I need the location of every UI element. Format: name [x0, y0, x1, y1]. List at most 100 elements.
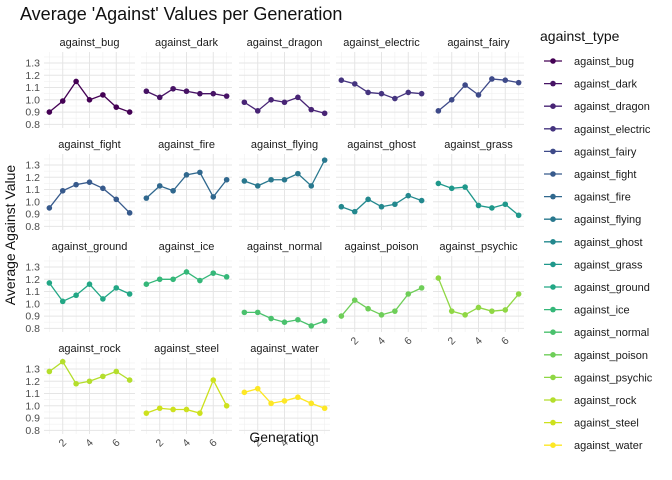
chart-title: Average 'Against' Values per Generation: [20, 4, 342, 24]
data-point: [73, 181, 79, 188]
y-tick-label: 0.9: [25, 413, 40, 425]
data-point: [281, 398, 288, 404]
facet-strip-label: against_psychic: [439, 241, 518, 253]
data-point: [365, 305, 371, 312]
data-point: [338, 77, 345, 83]
data-point: [321, 110, 328, 117]
legend-label: against_flying: [574, 214, 641, 226]
data-point: [197, 169, 203, 176]
data-point: [46, 280, 53, 286]
y-tick-label: 1.1: [25, 184, 40, 196]
x-tick-label: 2: [445, 335, 458, 348]
legend-label: against_steel: [574, 418, 639, 430]
data-point: [351, 297, 358, 303]
data-point: [143, 281, 150, 287]
data-point: [268, 97, 274, 103]
data-point: [281, 99, 288, 106]
legend-label: against_bug: [574, 56, 634, 68]
data-point: [183, 269, 190, 275]
data-point: [268, 176, 274, 183]
data-point: [197, 410, 203, 416]
y-tick-label: 1.0: [25, 400, 40, 412]
facet-strip-label: against_electric: [343, 37, 420, 49]
data-point: [475, 92, 482, 98]
data-point: [378, 203, 385, 210]
data-point: [365, 196, 371, 203]
y-axis: 0.80.91.01.11.21.30.80.91.01.11.21.30.80…: [25, 58, 40, 437]
facet-strip-label: against_rock: [58, 343, 121, 355]
data-point: [392, 95, 398, 102]
data-point: [321, 405, 328, 412]
legend-title: against_type: [540, 28, 620, 44]
facet-panel: against_fairy: [433, 37, 524, 128]
data-point: [435, 180, 442, 187]
legend-item: against_steel: [544, 418, 639, 430]
data-point: [113, 104, 120, 110]
data-point: [156, 405, 163, 412]
data-point: [197, 277, 203, 284]
x-tick-label: 4: [83, 437, 96, 450]
data-point: [223, 176, 230, 183]
facet-panel: against_ghost: [336, 139, 427, 230]
legend-key-point: [550, 103, 556, 109]
data-point: [46, 368, 53, 375]
legend-item: against_fairy: [544, 146, 637, 158]
x-tick-label: 4: [180, 437, 193, 450]
data-point: [462, 82, 468, 88]
data-point: [100, 296, 106, 302]
legend-label: against_fairy: [574, 146, 637, 158]
y-tick-label: 1.1: [25, 82, 40, 94]
legend-key-point: [550, 216, 556, 222]
legend-item: against_bug: [544, 56, 634, 68]
legend-key-point: [550, 193, 556, 200]
facet-panel: against_flying: [239, 139, 330, 230]
data-point: [170, 85, 176, 92]
legend-item: against_fight: [544, 169, 636, 181]
data-point: [223, 274, 230, 280]
data-point: [183, 88, 190, 95]
data-point: [502, 77, 509, 83]
data-point: [515, 79, 522, 86]
data-point: [86, 378, 93, 385]
data-point: [210, 194, 217, 200]
data-point: [295, 394, 301, 401]
facet-strip-label: against_steel: [154, 343, 219, 355]
y-tick-label: 0.9: [25, 311, 40, 323]
data-point: [59, 187, 66, 194]
data-point: [448, 97, 455, 103]
data-point: [268, 315, 274, 322]
data-point: [73, 380, 79, 387]
data-point: [254, 183, 261, 189]
legend-label: against_fire: [574, 192, 631, 204]
legend-key-point: [550, 148, 556, 155]
data-point: [59, 98, 66, 104]
data-point: [223, 93, 230, 99]
data-point: [183, 406, 190, 413]
facet-panel: against_dark: [141, 37, 232, 128]
data-point: [241, 178, 248, 184]
legend-item: against_fire: [544, 192, 631, 204]
facet-strip-label: against_fire: [158, 139, 215, 151]
data-point: [223, 403, 230, 409]
data-point: [46, 109, 53, 115]
data-point: [295, 316, 301, 323]
data-point: [515, 291, 522, 297]
facet-panel: against_bug: [44, 37, 135, 128]
data-point: [86, 97, 93, 103]
facet-panel: against_steel: [141, 343, 232, 434]
y-tick-label: 0.8: [25, 221, 40, 233]
facet-panel: against_ground: [44, 241, 135, 332]
data-point: [338, 203, 345, 210]
y-tick-label: 0.8: [25, 119, 40, 131]
data-point: [268, 400, 274, 407]
data-point: [241, 309, 248, 316]
facet-strip-label: against_bug: [60, 37, 120, 49]
legend-key-point: [550, 397, 556, 403]
facet-strip-label: against_ice: [159, 241, 215, 253]
data-point: [100, 185, 106, 192]
y-tick-label: 1.2: [25, 172, 40, 184]
legend-item: against_poison: [544, 350, 648, 362]
y-tick-label: 1.2: [25, 274, 40, 286]
legend-label: against_poison: [574, 350, 648, 362]
data-point: [448, 185, 455, 192]
